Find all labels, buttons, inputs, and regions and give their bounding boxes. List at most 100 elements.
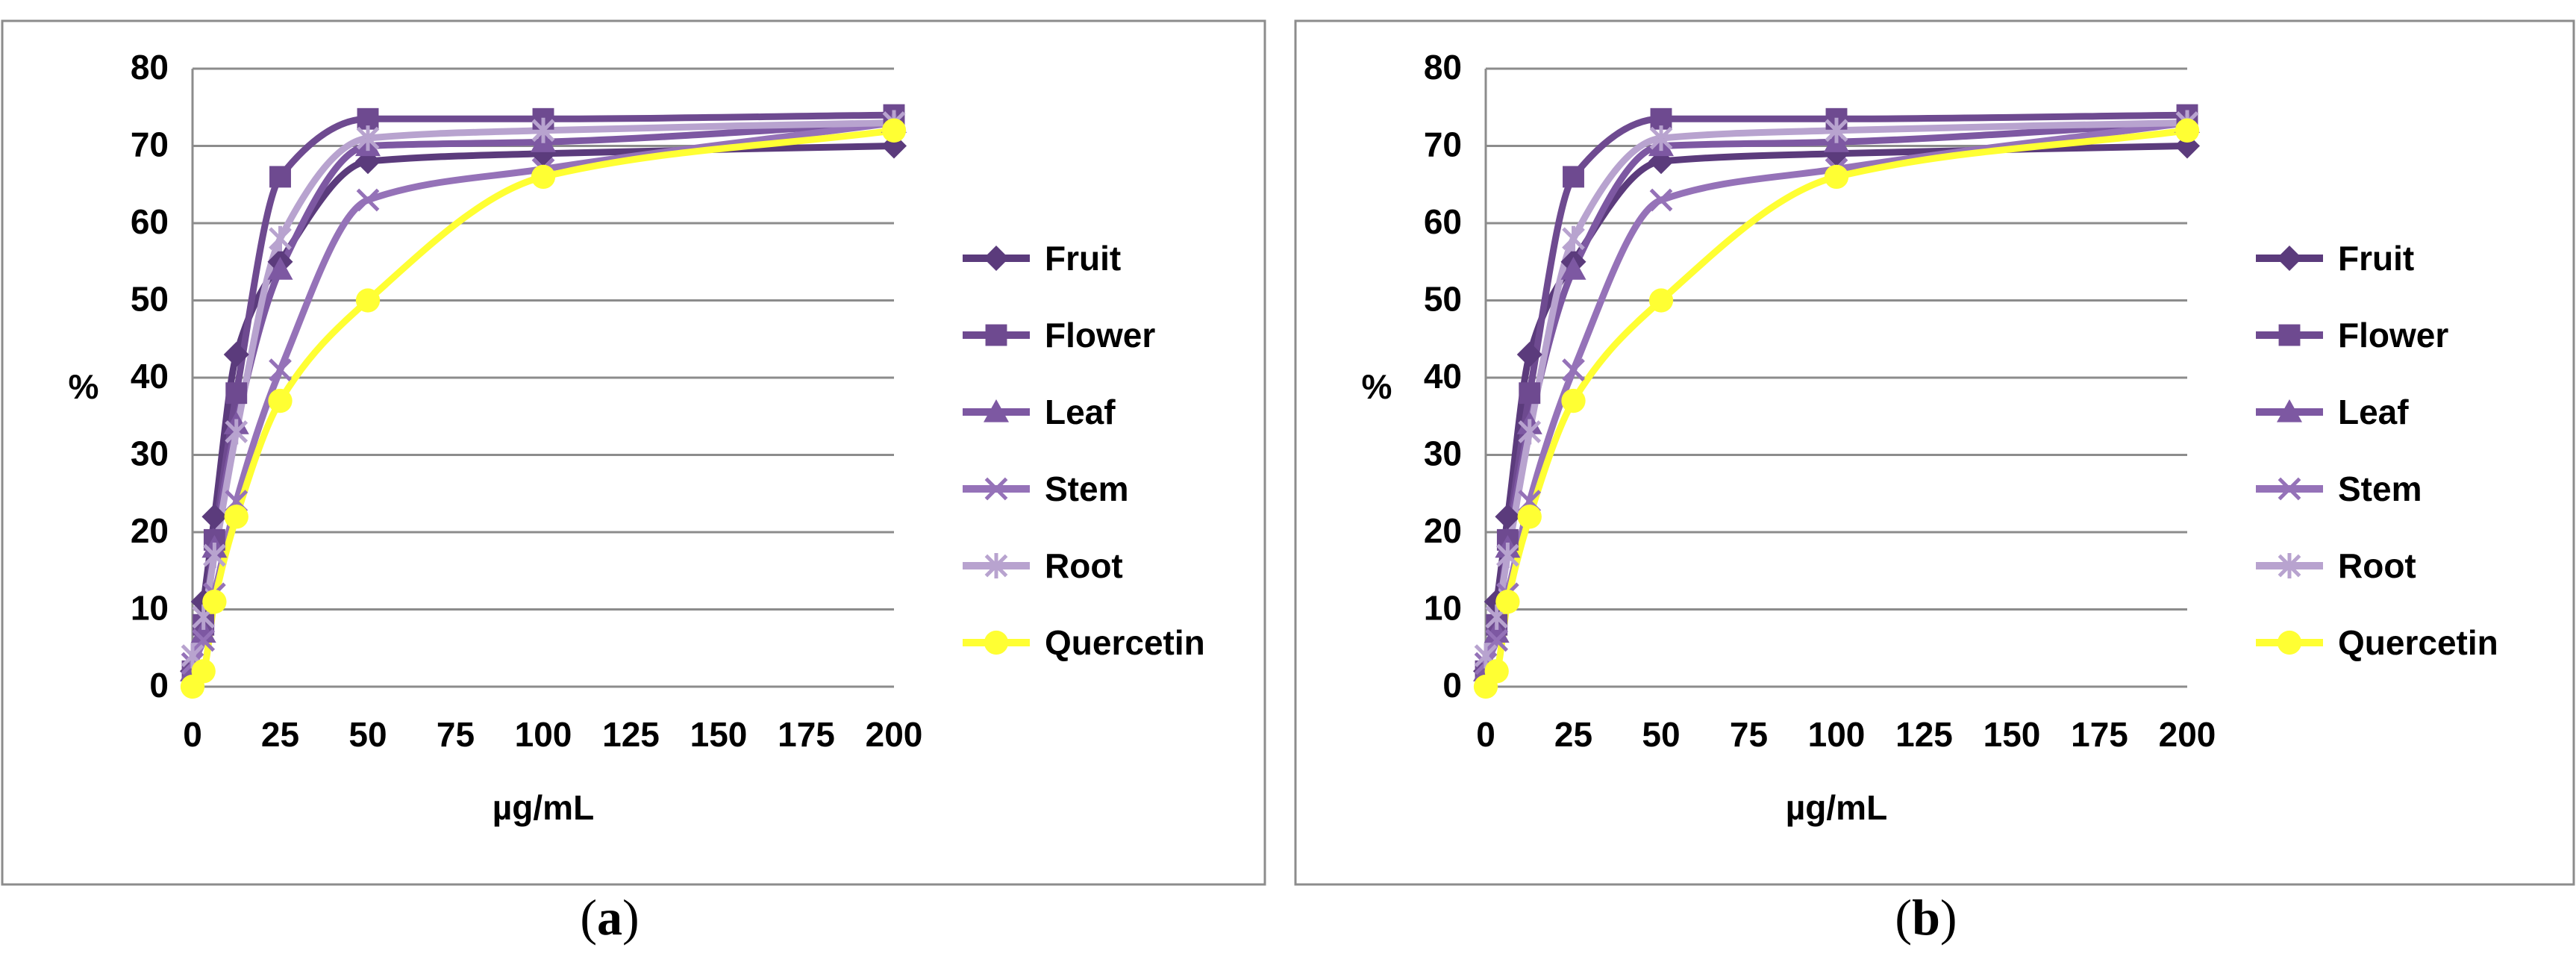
y-tick-label: 50 xyxy=(131,280,169,319)
y-axis: 0 10 20 30 40 50 60 70 80 xyxy=(1424,48,2187,705)
y-tick-label: 0 xyxy=(1442,666,1462,705)
data-point-stem xyxy=(1649,188,1673,212)
data-point-flower xyxy=(225,382,248,405)
legend-marker xyxy=(2277,630,2302,655)
data-point-stem xyxy=(356,188,380,212)
y-tick-label: 0 xyxy=(149,666,169,705)
data-point-root xyxy=(531,117,555,143)
data-point-root xyxy=(1562,225,1585,252)
legend-marker xyxy=(984,477,1008,501)
data-point-fruit xyxy=(223,341,249,367)
panel-label-a-text: a xyxy=(597,889,622,946)
data-point-flower xyxy=(1563,166,1584,188)
x-axis-title: µg/mL xyxy=(1786,788,1887,827)
data-point-quercetin xyxy=(191,659,216,684)
x-tick-label: 125 xyxy=(602,715,660,754)
y-tick-label: 60 xyxy=(131,202,169,241)
legend-label: Root xyxy=(1045,546,1123,585)
y-axis-title: % xyxy=(69,367,99,406)
legend-item-root: Root xyxy=(963,546,1123,585)
legend-item-leaf: Leaf xyxy=(2256,393,2409,431)
y-axis-title: % xyxy=(1362,367,1392,406)
x-tick-label: 150 xyxy=(690,715,748,754)
y-tick-label: 70 xyxy=(1424,125,1462,164)
legend-marker xyxy=(2278,477,2301,501)
data-point-flower xyxy=(269,166,291,188)
marker-group xyxy=(1473,104,2200,699)
y-tick-label: 40 xyxy=(131,357,169,396)
legend-label: Fruit xyxy=(2338,239,2414,278)
panel-label-b: (b) xyxy=(1895,889,1957,946)
data-point-quercetin xyxy=(355,288,381,313)
data-point-stem xyxy=(192,628,216,652)
legend-label: Stem xyxy=(2338,469,2422,508)
data-point-root xyxy=(1825,117,1848,143)
data-point-quercetin xyxy=(881,118,907,143)
data-point-leaf xyxy=(267,257,293,280)
legend-item-fruit: Fruit xyxy=(2256,239,2414,278)
y-tick-label: 10 xyxy=(131,589,169,628)
marker-group xyxy=(180,104,907,699)
data-point-quercetin xyxy=(1517,505,1542,529)
x-tick-label: 75 xyxy=(1730,715,1768,754)
data-point-fruit xyxy=(1516,341,1542,367)
legend-item-fruit: Fruit xyxy=(963,239,1121,278)
legend-item-stem: Stem xyxy=(2256,469,2422,508)
y-tick-label: 10 xyxy=(1424,589,1462,628)
data-point-leaf xyxy=(1484,619,1510,643)
legend-label: Root xyxy=(2338,546,2416,585)
x-tick-label: 75 xyxy=(437,715,475,754)
x-tick-label: 25 xyxy=(1554,715,1592,754)
legend-marker xyxy=(985,324,1007,346)
x-tick-label: 200 xyxy=(2159,715,2216,754)
legend-marker xyxy=(2277,399,2302,422)
data-point-quercetin xyxy=(1495,590,1520,614)
x-tick-label: 0 xyxy=(183,715,202,754)
data-point-flower xyxy=(1519,382,1541,405)
data-point-root xyxy=(356,125,380,152)
legend-item-quercetin: Quercetin xyxy=(2256,623,2498,662)
data-point-root xyxy=(1518,419,1542,445)
data-point-quercetin xyxy=(2175,118,2200,143)
chart-frame xyxy=(1,19,1266,886)
data-point-quercetin xyxy=(1561,388,1586,413)
legend-label: Flower xyxy=(2338,316,2448,355)
y-axis: 0 10 20 30 40 50 60 70 80 xyxy=(131,48,894,705)
x-tick-label: 100 xyxy=(1808,715,1866,754)
legend-marker xyxy=(2277,246,2302,271)
data-point-quercetin xyxy=(531,164,556,190)
y-tick-label: 70 xyxy=(131,125,169,164)
y-tick-label: 50 xyxy=(1424,280,1462,319)
data-point-root xyxy=(225,419,248,445)
legend-item-stem: Stem xyxy=(963,469,1128,508)
data-point-root xyxy=(269,225,292,252)
legend: Fruit Flower Leaf Stem Root Quercetin xyxy=(2256,239,2498,662)
x-tick-label: 50 xyxy=(1642,715,1680,754)
data-point-quercetin xyxy=(202,590,227,614)
data-point-leaf xyxy=(1560,257,1586,280)
y-tick-label: 30 xyxy=(1424,434,1462,473)
legend-label: Quercetin xyxy=(1045,623,1205,662)
data-point-quercetin xyxy=(1648,288,1674,313)
chart-panel-b: 0 10 20 30 40 50 60 70 80 0 25 50 75 100 125 150 175 200 µ… xyxy=(1294,19,2575,886)
chart-panel-a: 0 10 20 30 40 50 60 70 80 0 25 50 75 100 125 150 175 200 µ… xyxy=(1,19,1266,886)
x-tick-label: 100 xyxy=(515,715,572,754)
legend-marker xyxy=(984,630,1009,655)
data-point-leaf xyxy=(190,619,216,643)
legend-label: Flower xyxy=(1045,316,1155,355)
legend-item-root: Root xyxy=(2256,546,2416,585)
legend-label: Leaf xyxy=(1045,393,1116,431)
x-axis-title: µg/mL xyxy=(493,788,594,827)
legend-item-flower: Flower xyxy=(2256,316,2448,355)
data-point-quercetin xyxy=(268,388,293,413)
data-point-root xyxy=(1496,543,1519,569)
x-tick-label: 200 xyxy=(866,715,923,754)
x-tick-label: 150 xyxy=(1983,715,2041,754)
legend-item-quercetin: Quercetin xyxy=(963,623,1205,662)
data-point-root xyxy=(1649,125,1673,152)
data-point-stem xyxy=(1562,358,1585,382)
x-axis: 0 25 50 75 100 125 150 175 200 xyxy=(183,715,922,754)
legend-item-leaf: Leaf xyxy=(963,393,1116,431)
